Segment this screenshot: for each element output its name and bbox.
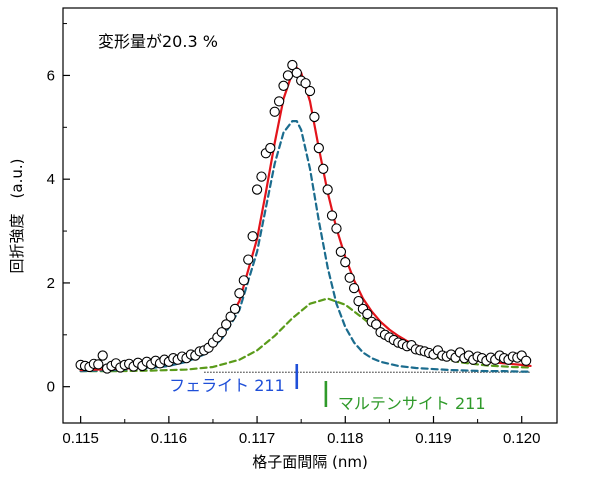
fit-total-line xyxy=(79,66,532,372)
fit-ferrite-line xyxy=(79,119,532,373)
data-point xyxy=(93,359,104,370)
data-point xyxy=(234,288,245,299)
data-point xyxy=(313,142,324,154)
data-point xyxy=(344,272,355,283)
x-tick-label: 0.115 xyxy=(62,430,98,447)
ferrite-marker-label: フェライト 211 xyxy=(169,376,285,395)
data-point xyxy=(97,350,108,361)
data-point xyxy=(331,223,342,234)
data-point xyxy=(291,67,302,78)
data-point xyxy=(300,78,311,89)
total-fit-curve xyxy=(79,66,532,372)
x-axis-ticks: 0.115 0.116 0.117 0.118 0.119 0.120 xyxy=(62,416,540,447)
data-point xyxy=(229,303,241,315)
x-tick-label: 0.120 xyxy=(503,430,541,447)
x-tick-label: 0.119 xyxy=(415,430,451,447)
ferrite-fit-curve xyxy=(79,119,532,373)
y-axis-ticks: 0 2 4 6 xyxy=(47,23,70,396)
data-point xyxy=(335,246,347,257)
data-point xyxy=(273,96,285,107)
data-point xyxy=(362,308,373,320)
plot-frame xyxy=(62,7,558,424)
y-tick-label: 2 xyxy=(47,275,55,292)
data-point xyxy=(278,80,289,91)
y-axis-title: 回折強度 (a.u.) xyxy=(8,159,26,274)
y-tick-label: 0 xyxy=(47,379,55,396)
data-point xyxy=(348,282,360,294)
fit-martensite-line xyxy=(79,297,532,373)
data-point xyxy=(322,184,333,195)
peak-markers: フェライト 211 マルテンサイト 211 xyxy=(169,364,486,413)
data-point xyxy=(269,106,280,117)
data-point xyxy=(251,184,263,195)
data-point xyxy=(221,319,232,330)
data-point xyxy=(309,111,320,123)
martensite-fit-curve xyxy=(79,297,532,373)
data-point xyxy=(353,295,364,307)
data-point xyxy=(304,85,316,97)
martensite-marker-label: マルテンサイト 211 xyxy=(338,394,486,413)
x-tick-label: 0.116 xyxy=(151,430,187,447)
data-point xyxy=(282,70,294,81)
data-point xyxy=(216,327,227,338)
data-point xyxy=(287,59,298,71)
data-point xyxy=(243,254,254,265)
data-point xyxy=(225,311,236,322)
data-point xyxy=(247,231,258,242)
y-tick-label: 4 xyxy=(47,171,55,188)
y-tick-label: 6 xyxy=(47,67,55,84)
data-point xyxy=(371,319,382,330)
x-axis-title: 格子面間隔 (nm) xyxy=(252,453,368,471)
data-point xyxy=(340,257,351,268)
measured-points xyxy=(75,59,532,374)
data-point xyxy=(326,210,338,221)
data-point xyxy=(520,355,532,366)
x-tick-label: 0.117 xyxy=(239,430,275,447)
data-point xyxy=(238,275,249,286)
data-point xyxy=(256,171,267,182)
x-tick-label: 0.118 xyxy=(327,430,363,447)
strain-annotation: 変形量が20.3 % xyxy=(98,32,218,51)
data-point xyxy=(265,142,276,154)
data-point xyxy=(318,163,329,174)
